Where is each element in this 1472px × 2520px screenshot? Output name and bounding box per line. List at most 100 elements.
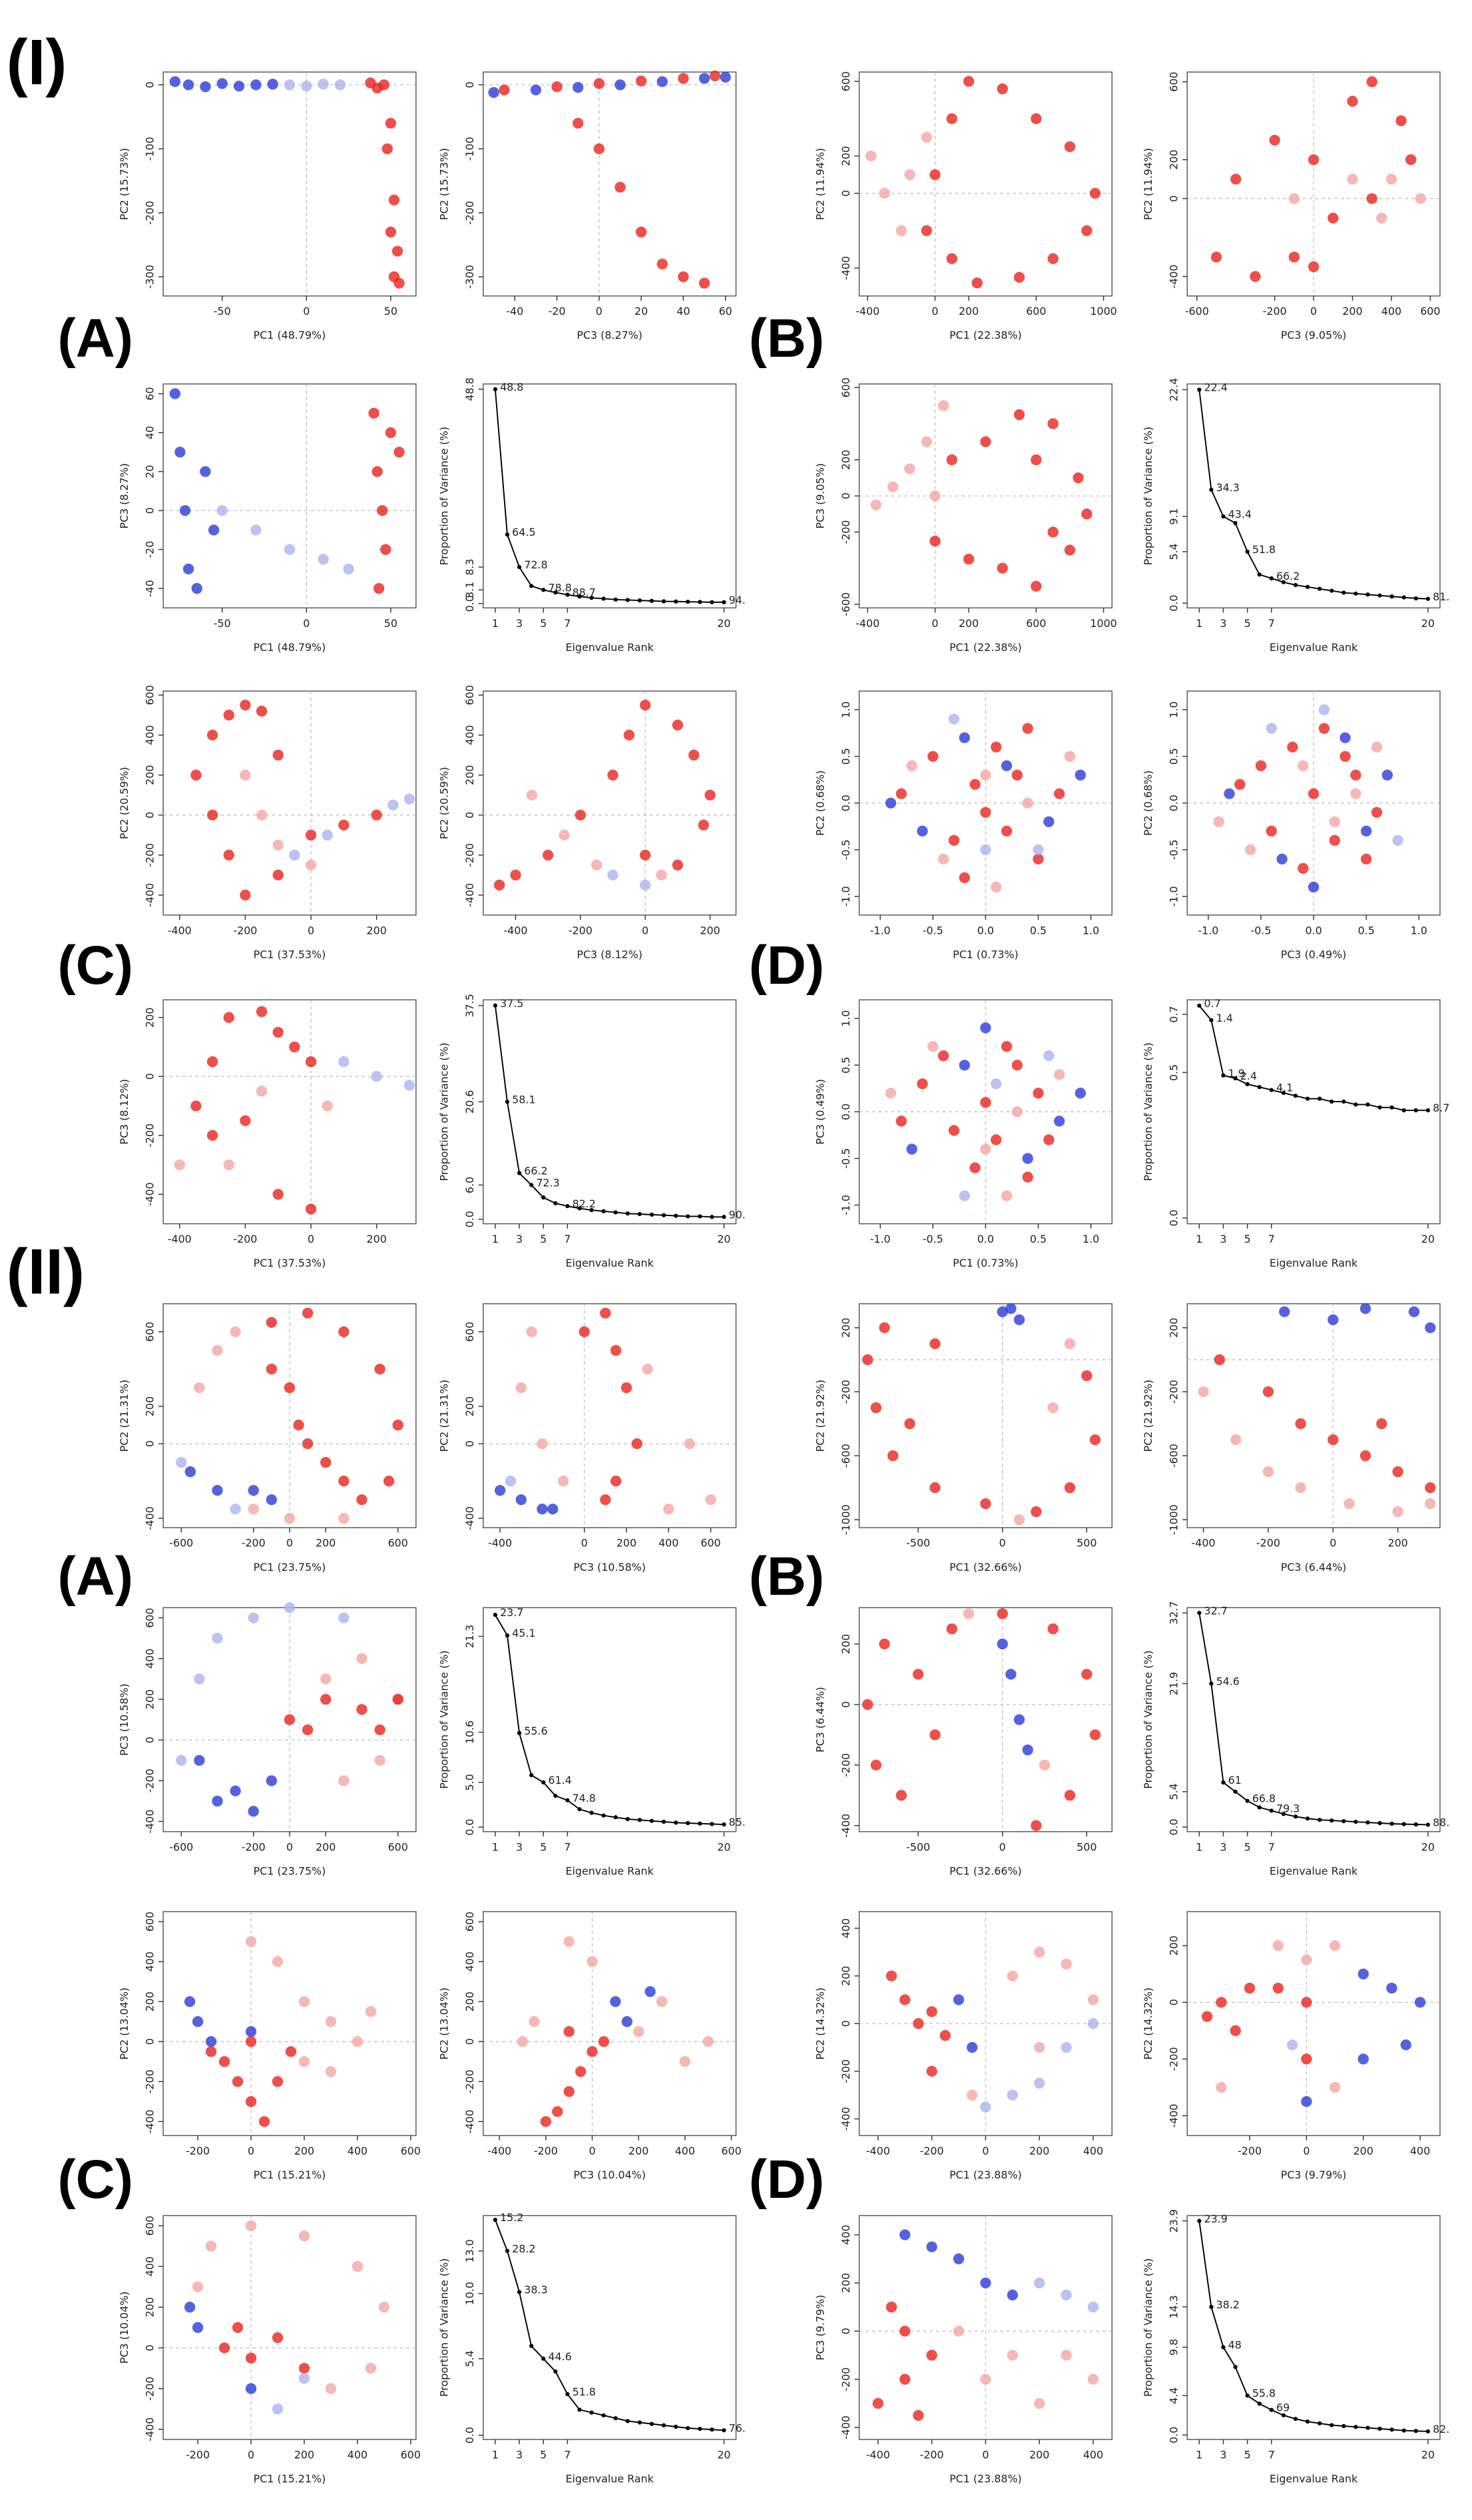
x-tick-label: -400 [488, 1537, 512, 1550]
point [656, 1995, 668, 2007]
point [1301, 1954, 1312, 1966]
point [1366, 193, 1377, 204]
point-label: 1.9 [1228, 1067, 1245, 1080]
point [208, 525, 220, 536]
point [206, 809, 218, 821]
scree-point [1342, 1099, 1346, 1104]
point [1087, 2018, 1099, 2029]
y-tick-label: 200 [1167, 1936, 1180, 1956]
subplot: -400 -200 0 200 400 -400 -200 0 200 400 PC1 (23.88… [814, 2214, 1112, 2485]
x-tick-label: 200 [294, 2449, 314, 2461]
point-label: 23.9 [1204, 2212, 1228, 2225]
point-label: 54.6 [1216, 1675, 1240, 1688]
panel-label: (B) [749, 1546, 824, 1607]
x-tick-label: 3 [516, 1840, 523, 1853]
x-tick-label: 5 [540, 1233, 547, 1245]
y-axis-label: PC2 (20.59%) [438, 767, 451, 839]
point [374, 1724, 385, 1736]
point [223, 1012, 234, 1023]
point [573, 82, 584, 93]
point [563, 2026, 575, 2037]
point [302, 1307, 314, 1319]
scree-point [722, 2428, 726, 2433]
y-axis-label: Proportion of Variance (%) [1142, 1042, 1154, 1181]
point [967, 2041, 978, 2053]
scree-point [493, 1612, 497, 1617]
point [248, 1612, 259, 1623]
point [1295, 1482, 1306, 1494]
point-label: 48 [1228, 2339, 1242, 2352]
point-label: 64.5 [512, 526, 535, 538]
point [537, 1438, 548, 1450]
point [1376, 1418, 1387, 1430]
x-axis-label: PC1 (32.66%) [949, 1561, 1022, 1574]
point [194, 1755, 205, 1766]
scree-point [1365, 2425, 1370, 2430]
point [352, 2260, 364, 2272]
y-axis-label: PC2 (15.73%) [438, 148, 451, 220]
point [385, 117, 397, 129]
point [1357, 1968, 1369, 1980]
plot-frame [483, 71, 737, 297]
point [573, 117, 584, 129]
point-label: 23.7 [500, 1606, 523, 1619]
point [633, 2026, 644, 2037]
x-tick-label: 400 [348, 2145, 368, 2157]
point [305, 1203, 317, 1215]
y-tick-label: 20 [143, 465, 156, 478]
subplot: -50 0 50 -40 -20 0 20 40 60 PC1 (48.79%) PC3 (8.27… [118, 383, 417, 654]
point [216, 78, 228, 89]
subplot: -400 0 200 600 1000 -600 -200 0 200 600 PC1 (22.38… [814, 377, 1116, 654]
x-tick-label: 0 [1330, 1537, 1336, 1550]
y-axis-label: Proportion of Variance (%) [438, 1042, 451, 1181]
scree-point [722, 600, 726, 604]
x-tick-label: 0 [286, 1537, 293, 1550]
x-tick-label: 20 [717, 617, 730, 630]
point [865, 150, 877, 162]
y-tick-label: -100 [143, 137, 156, 161]
point [250, 525, 262, 536]
point [272, 1026, 284, 1038]
scree-point [686, 1214, 690, 1219]
scree-point [1342, 1818, 1346, 1824]
y-tick-label: 4.4 [1167, 2387, 1180, 2404]
point [946, 113, 957, 124]
x-tick-label: 0 [596, 305, 603, 317]
y-tick-label: 600 [143, 685, 156, 705]
x-tick-label: 20 [717, 2449, 730, 2461]
point [980, 1097, 991, 1108]
y-tick-label: 5.0 [463, 1774, 476, 1790]
point [593, 143, 605, 154]
scree-point [1209, 1681, 1214, 1686]
scree-point [625, 2419, 630, 2423]
point [368, 407, 379, 419]
scree-point [661, 599, 666, 604]
x-tick-label: 20 [1421, 617, 1435, 630]
scree-point [1342, 2423, 1346, 2428]
point [959, 1190, 970, 1201]
point [182, 79, 194, 91]
scree-point [661, 1819, 666, 1824]
x-tick-label: 0 [589, 2145, 595, 2157]
point [493, 879, 505, 891]
y-tick-label: 0.5 [1167, 1064, 1180, 1081]
point [194, 1382, 205, 1394]
point [248, 1806, 259, 1817]
point-label: 78.8 [548, 581, 571, 594]
point [205, 2036, 217, 2047]
y-tick-label: -100 [463, 137, 476, 161]
x-axis-label: PC1 (22.38%) [949, 329, 1022, 341]
point [371, 466, 383, 477]
y-tick-label: 400 [840, 2224, 852, 2244]
point [991, 1078, 1002, 1090]
scree-point [1413, 596, 1418, 601]
x-tick-label: 200 [316, 1537, 336, 1550]
y-tick-label: -400 [463, 2109, 476, 2133]
point [1244, 844, 1256, 855]
x-tick-label: 0 [999, 1840, 1006, 1853]
point [1081, 509, 1093, 520]
point [212, 1484, 223, 1496]
point [1298, 863, 1309, 874]
point [1255, 760, 1267, 771]
point [176, 1456, 187, 1468]
